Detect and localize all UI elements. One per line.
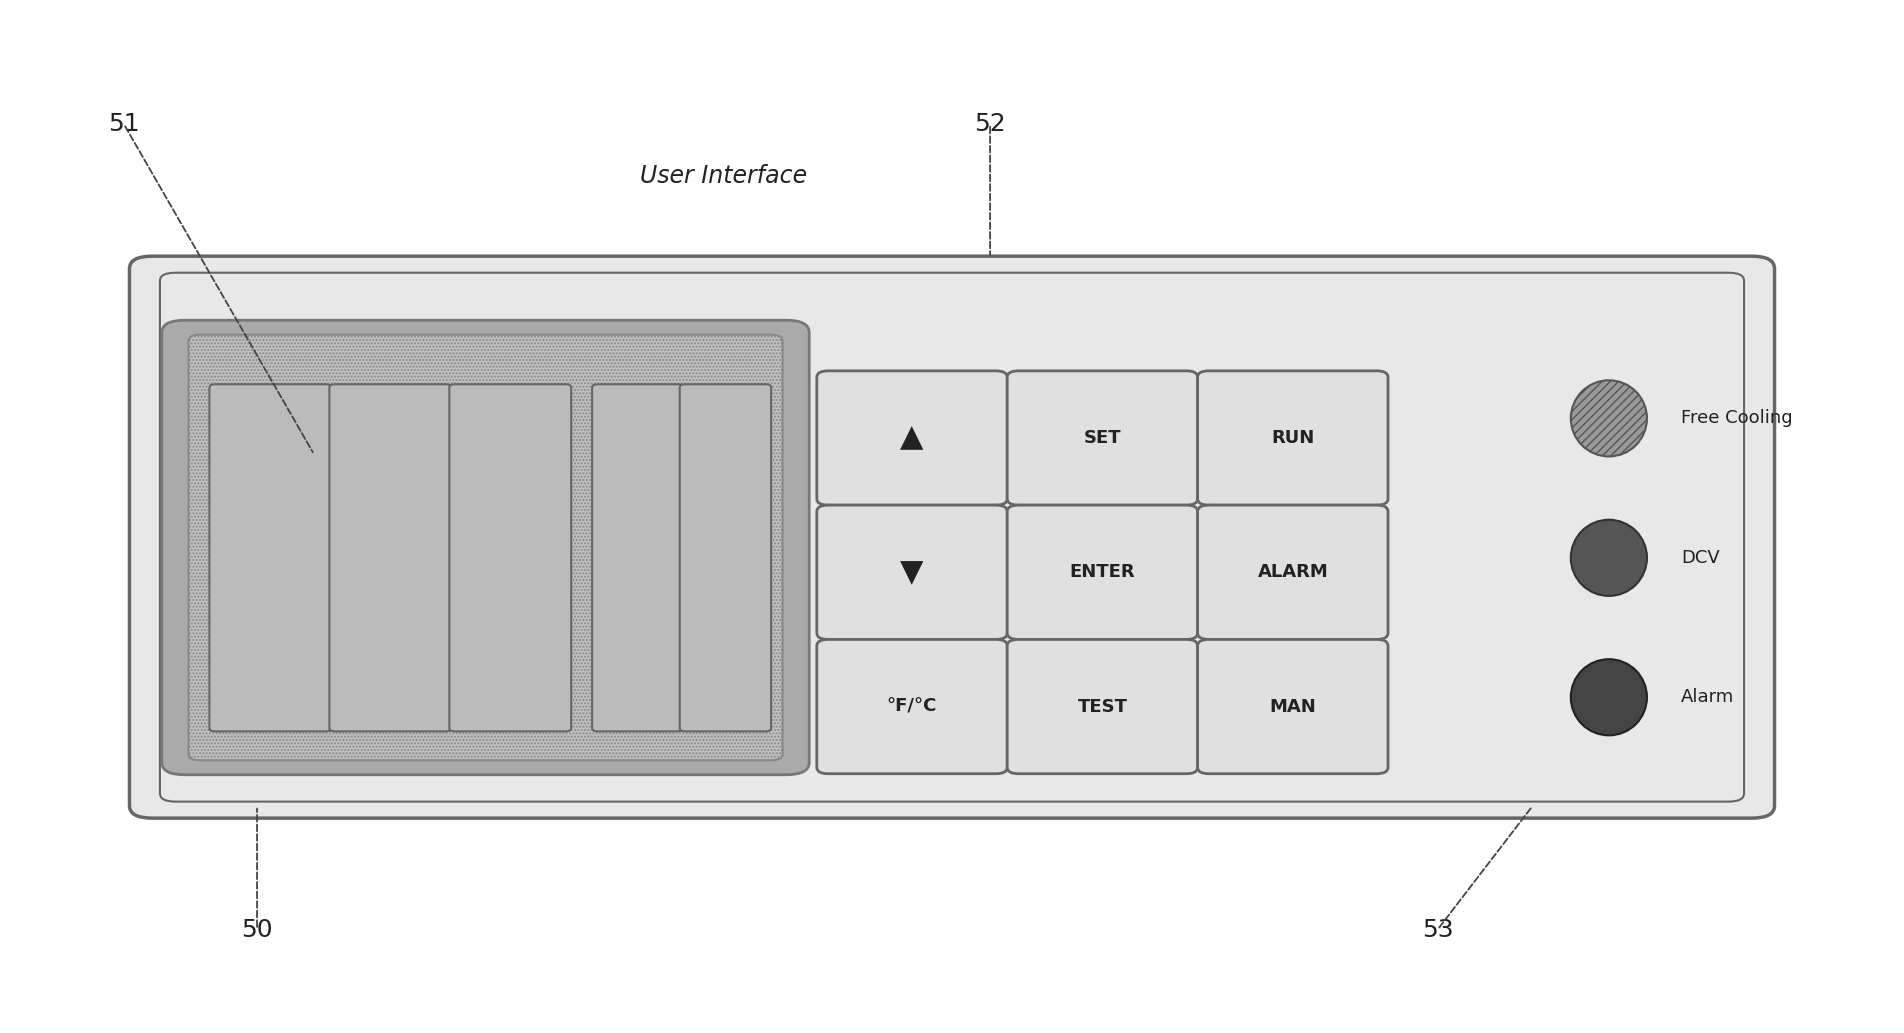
FancyBboxPatch shape [1198,505,1388,639]
FancyBboxPatch shape [817,371,1007,505]
Text: ▼: ▼ [901,558,923,587]
FancyBboxPatch shape [592,384,684,731]
Text: ▲: ▲ [901,424,923,452]
Ellipse shape [1571,659,1647,735]
Text: ENTER: ENTER [1070,563,1135,582]
FancyBboxPatch shape [188,335,783,760]
Text: 51: 51 [109,112,139,136]
FancyBboxPatch shape [1198,371,1388,505]
FancyBboxPatch shape [1007,505,1198,639]
Text: DCV: DCV [1681,549,1719,567]
FancyBboxPatch shape [209,384,331,731]
Text: TEST: TEST [1078,697,1127,716]
Text: User Interface: User Interface [640,163,807,188]
Text: RUN: RUN [1272,429,1314,447]
Text: MAN: MAN [1270,697,1316,716]
Text: Alarm: Alarm [1681,688,1735,707]
FancyBboxPatch shape [680,384,771,731]
FancyBboxPatch shape [129,256,1775,818]
FancyBboxPatch shape [817,505,1007,639]
FancyBboxPatch shape [162,320,809,775]
Text: Free Cooling: Free Cooling [1681,409,1794,428]
Text: ALARM: ALARM [1257,563,1329,582]
FancyBboxPatch shape [449,384,571,731]
Text: °F/°C: °F/°C [887,697,937,716]
FancyBboxPatch shape [329,384,451,731]
Ellipse shape [1571,520,1647,596]
Text: 53: 53 [1422,917,1453,942]
Text: 52: 52 [975,112,1005,136]
FancyBboxPatch shape [1198,639,1388,774]
Text: 50: 50 [242,917,272,942]
Ellipse shape [1571,380,1647,457]
Text: SET: SET [1083,429,1121,447]
FancyBboxPatch shape [1007,639,1198,774]
FancyBboxPatch shape [1007,371,1198,505]
FancyBboxPatch shape [817,639,1007,774]
